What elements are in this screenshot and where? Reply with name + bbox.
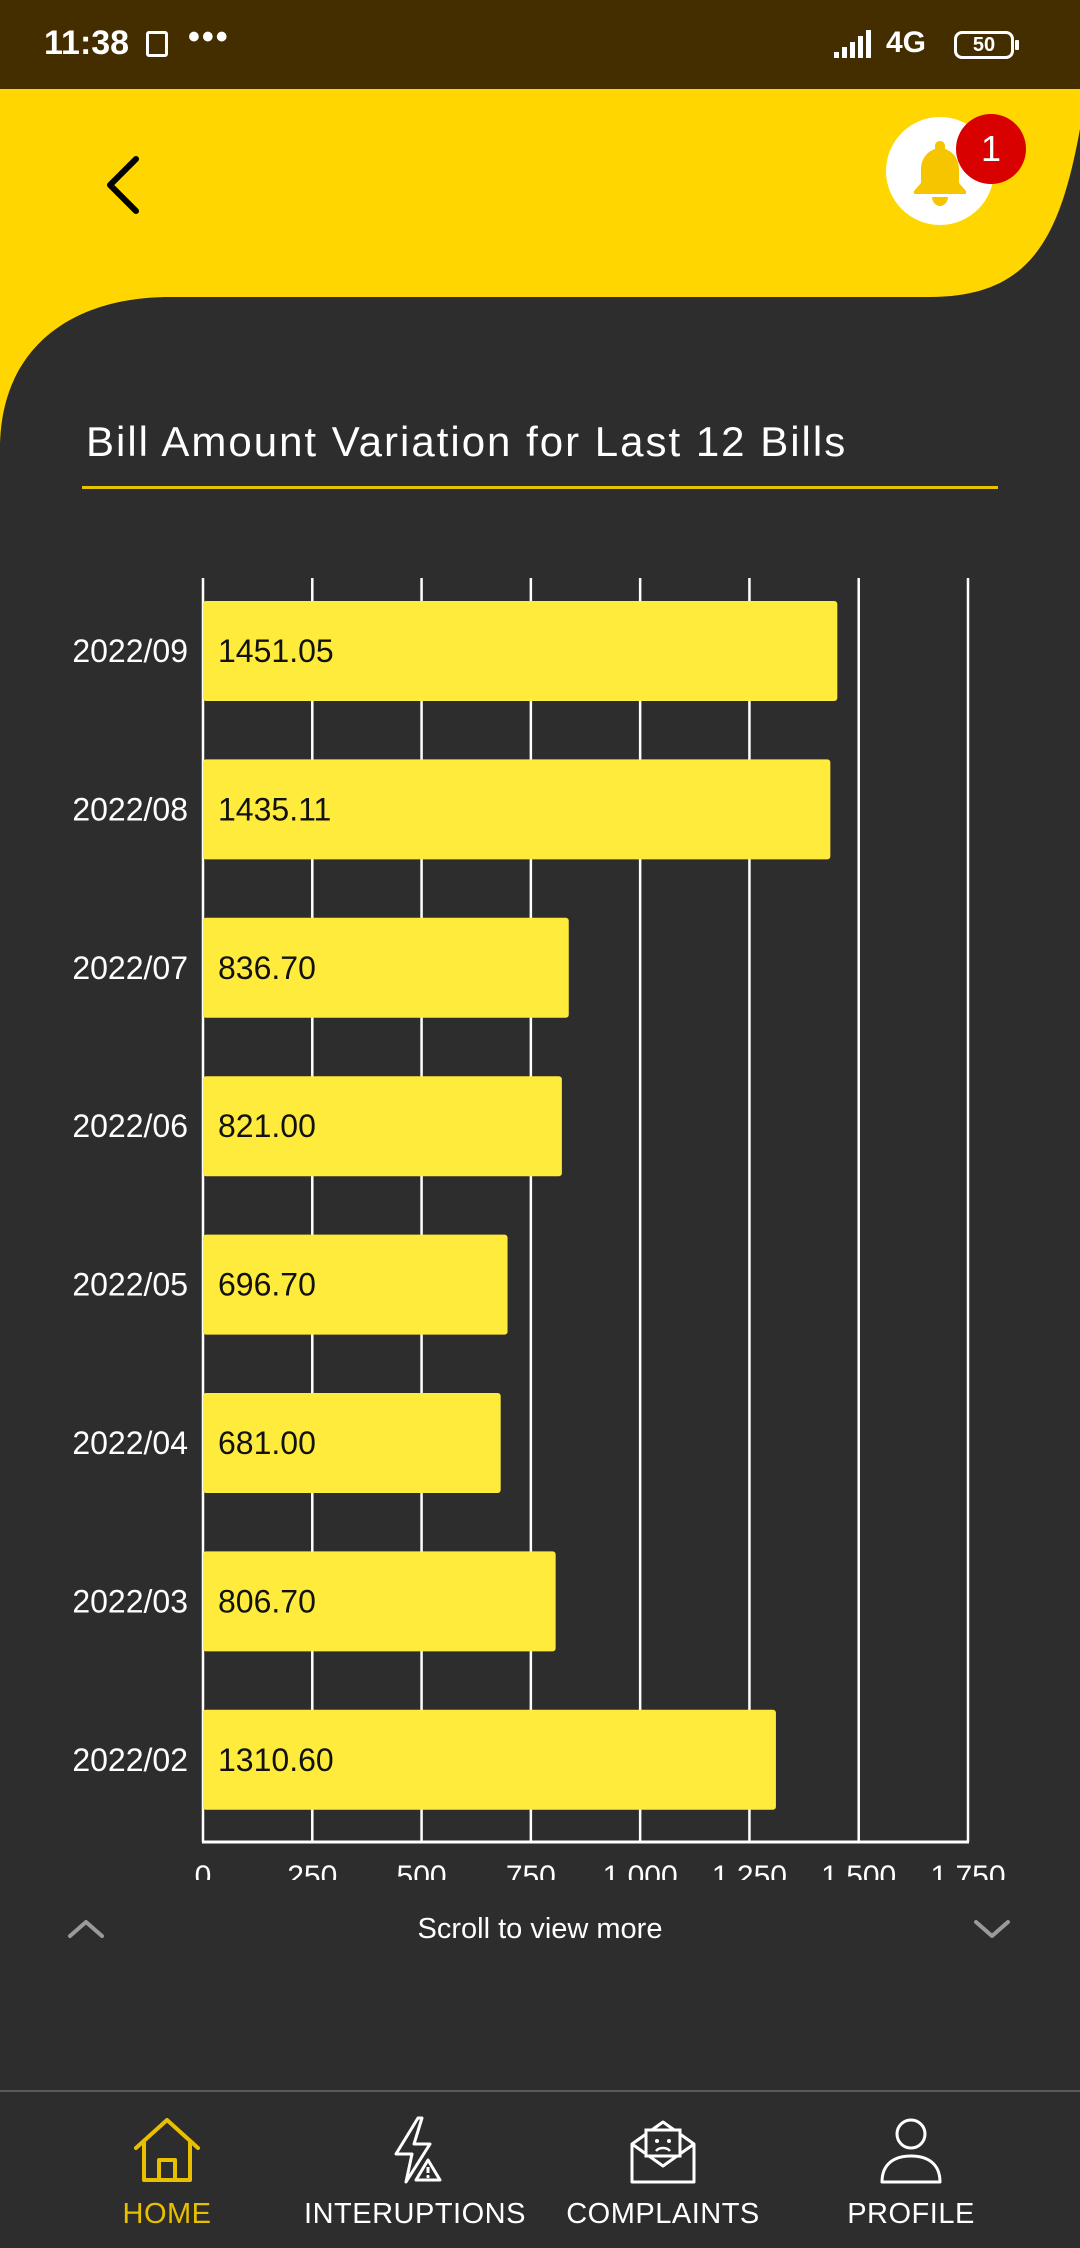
bar <box>203 917 569 1018</box>
status-time: 11:38 <box>44 24 130 62</box>
nav-home-label: HOME <box>122 2198 212 2230</box>
profile-icon <box>880 2118 942 2184</box>
bar-value-label: 806.70 <box>218 1583 316 1619</box>
bar-value-label: 821.00 <box>218 1108 316 1144</box>
title-underline <box>82 486 998 489</box>
bill-bar-chart: 0 250 500 750 1,000 1,250 1,500 1,750 2022/09 145… <box>72 578 1006 1880</box>
scroll-down-button[interactable] <box>972 1916 1012 1940</box>
bar <box>203 1076 562 1177</box>
x-tick-label: 1,500 <box>821 1860 896 1880</box>
bar <box>203 1234 508 1335</box>
nav-interuptions-label: INTERUPTIONS <box>304 2198 526 2230</box>
category-label: 2022/03 <box>72 1583 188 1619</box>
category-label: 2022/02 <box>72 1742 188 1778</box>
power-interruption-icon <box>394 2116 442 2184</box>
complaint-mail-icon <box>630 2120 696 2184</box>
bell-icon <box>914 141 966 206</box>
home-icon <box>134 2118 200 2182</box>
notes-icon <box>146 31 168 57</box>
x-tick-label: 1,250 <box>712 1860 787 1880</box>
header-background <box>0 89 1080 449</box>
nav-interuptions[interactable]: INTERUPTIONS <box>290 2092 540 2248</box>
category-label: 2022/04 <box>72 1425 188 1461</box>
bar-value-label: 681.00 <box>218 1425 316 1461</box>
scroll-hint: Scroll to view more <box>417 1913 663 1945</box>
nav-complaints-label: COMPLAINTS <box>566 2198 760 2230</box>
bottom-nav: HOME INTERUPTIONS COMPLAINTS PROFILE <box>0 2090 1080 2248</box>
x-tick-label: 750 <box>506 1860 556 1880</box>
bar <box>203 759 831 860</box>
category-label: 2022/05 <box>72 1267 188 1303</box>
scroll-up-button[interactable] <box>66 1916 106 1940</box>
x-tick-label: 0 <box>195 1860 212 1880</box>
back-button[interactable] <box>92 150 152 220</box>
bar-value-label: 696.70 <box>218 1267 316 1303</box>
nav-profile-label: PROFILE <box>847 2198 975 2230</box>
chart-title: Bill Amount Variation for Last 12 Bills <box>86 418 848 465</box>
nav-home[interactable]: HOME <box>42 2092 292 2248</box>
bar-value-label: 1451.05 <box>218 633 334 669</box>
bar-value-label: 836.70 <box>218 950 316 986</box>
status-bar: 11:38 ••• 4G 50 <box>0 0 1080 89</box>
chevron-left-icon <box>107 156 139 214</box>
bar <box>203 1393 501 1493</box>
category-label: 2022/09 <box>72 633 188 669</box>
category-label: 2022/08 <box>72 791 188 827</box>
x-tick-label: 500 <box>397 1860 447 1880</box>
category-label: 2022/07 <box>72 950 188 986</box>
x-tick-label: 250 <box>287 1860 337 1880</box>
network-type: 4G <box>886 26 927 59</box>
bar-value-label: 1310.60 <box>218 1742 334 1778</box>
notification-badge: 1 <box>956 114 1026 184</box>
nav-complaints[interactable]: COMPLAINTS <box>538 2092 788 2248</box>
signal-icon <box>834 30 871 58</box>
battery-icon: 50 <box>954 31 1019 59</box>
bar-value-label: 1435.11 <box>218 791 331 827</box>
x-tick-label: 1,750 <box>930 1860 1005 1880</box>
nav-profile[interactable]: PROFILE <box>786 2092 1036 2248</box>
more-notifications-icon: ••• <box>188 18 230 56</box>
bar <box>203 1709 776 1810</box>
x-tick-label: 1,000 <box>603 1860 678 1880</box>
bar <box>203 1551 556 1652</box>
bar <box>203 601 838 701</box>
category-label: 2022/06 <box>72 1108 188 1144</box>
